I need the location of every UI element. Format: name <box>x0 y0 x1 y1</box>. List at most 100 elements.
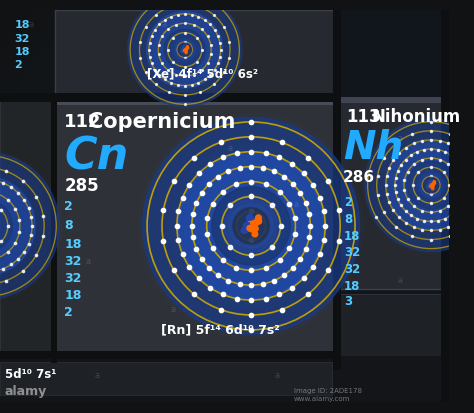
Text: Copernicium: Copernicium <box>88 112 236 132</box>
Circle shape <box>143 118 359 335</box>
Circle shape <box>184 47 186 49</box>
FancyBboxPatch shape <box>0 101 55 356</box>
Circle shape <box>433 183 435 185</box>
Circle shape <box>243 223 249 229</box>
Text: 3: 3 <box>344 294 352 307</box>
Circle shape <box>248 221 254 227</box>
FancyBboxPatch shape <box>55 94 335 101</box>
Circle shape <box>248 227 254 232</box>
Circle shape <box>431 183 433 186</box>
Circle shape <box>429 181 432 183</box>
Text: a: a <box>85 256 91 266</box>
Circle shape <box>185 49 187 51</box>
Circle shape <box>183 47 185 49</box>
Circle shape <box>252 224 257 230</box>
Circle shape <box>429 185 432 188</box>
Circle shape <box>185 49 187 51</box>
Circle shape <box>253 221 258 226</box>
Text: 18: 18 <box>64 238 82 251</box>
Circle shape <box>256 219 262 225</box>
Circle shape <box>184 51 186 53</box>
Circle shape <box>247 226 253 231</box>
Text: alamy: alamy <box>5 384 47 397</box>
Circle shape <box>365 120 474 252</box>
Text: Nihonium: Nihonium <box>372 107 461 125</box>
Text: 8: 8 <box>64 219 73 232</box>
Circle shape <box>428 185 430 187</box>
Text: a: a <box>171 304 176 313</box>
Text: 8: 8 <box>344 212 352 225</box>
Circle shape <box>183 46 185 48</box>
Circle shape <box>221 196 281 256</box>
Circle shape <box>251 221 256 227</box>
Circle shape <box>252 232 258 237</box>
Circle shape <box>181 51 183 53</box>
Circle shape <box>428 186 430 189</box>
FancyBboxPatch shape <box>0 356 449 402</box>
Circle shape <box>427 187 429 189</box>
Text: 113: 113 <box>346 108 381 126</box>
Circle shape <box>233 208 269 244</box>
FancyBboxPatch shape <box>51 94 57 363</box>
Text: 5d¹⁰ 7s¹: 5d¹⁰ 7s¹ <box>5 367 56 380</box>
Circle shape <box>182 51 184 53</box>
Circle shape <box>387 142 474 230</box>
Circle shape <box>146 12 223 89</box>
Text: a: a <box>294 200 299 209</box>
Circle shape <box>233 208 269 244</box>
Circle shape <box>248 216 254 222</box>
Text: a: a <box>161 20 166 29</box>
Text: a: a <box>228 143 233 152</box>
Circle shape <box>186 47 189 49</box>
Circle shape <box>428 184 431 187</box>
Circle shape <box>430 181 432 184</box>
FancyBboxPatch shape <box>334 11 341 370</box>
Text: www.alamy.com: www.alamy.com <box>294 394 350 401</box>
Circle shape <box>429 181 431 184</box>
Text: a: a <box>398 275 403 285</box>
Circle shape <box>433 181 436 183</box>
FancyBboxPatch shape <box>55 101 335 356</box>
Circle shape <box>432 183 434 185</box>
Text: a: a <box>398 134 403 143</box>
Circle shape <box>0 153 59 300</box>
Circle shape <box>252 222 258 228</box>
Text: 32: 32 <box>344 245 360 258</box>
Text: 285: 285 <box>64 176 99 194</box>
FancyBboxPatch shape <box>0 351 341 358</box>
Circle shape <box>185 50 187 52</box>
Text: 32: 32 <box>344 262 360 275</box>
FancyBboxPatch shape <box>441 11 449 402</box>
Circle shape <box>164 30 205 71</box>
Text: 18: 18 <box>14 47 30 57</box>
Circle shape <box>241 216 261 236</box>
FancyBboxPatch shape <box>55 98 335 105</box>
FancyBboxPatch shape <box>55 11 335 98</box>
Text: 18: 18 <box>344 279 360 292</box>
Text: 112: 112 <box>64 113 102 131</box>
FancyBboxPatch shape <box>339 101 449 290</box>
Circle shape <box>185 50 187 52</box>
Text: Nh: Nh <box>343 129 403 167</box>
Circle shape <box>0 200 12 253</box>
Circle shape <box>178 44 191 57</box>
Circle shape <box>431 188 434 190</box>
Circle shape <box>182 50 184 52</box>
Circle shape <box>187 48 189 50</box>
Circle shape <box>253 226 258 232</box>
Circle shape <box>225 200 277 252</box>
Text: Cn: Cn <box>64 135 128 178</box>
Text: [Xe] 4f¹⁴ 5d¹⁰ 6s²: [Xe] 4f¹⁴ 5d¹⁰ 6s² <box>147 68 258 81</box>
Circle shape <box>431 185 434 187</box>
FancyBboxPatch shape <box>339 98 449 104</box>
Circle shape <box>241 228 246 234</box>
Circle shape <box>255 218 261 224</box>
FancyBboxPatch shape <box>0 94 341 102</box>
Circle shape <box>237 212 265 240</box>
FancyBboxPatch shape <box>0 363 332 396</box>
Circle shape <box>430 183 432 186</box>
Circle shape <box>183 49 186 51</box>
Text: 2: 2 <box>64 306 73 319</box>
Text: 18: 18 <box>64 289 82 301</box>
Text: Image ID: 2ADE178: Image ID: 2ADE178 <box>294 387 362 393</box>
